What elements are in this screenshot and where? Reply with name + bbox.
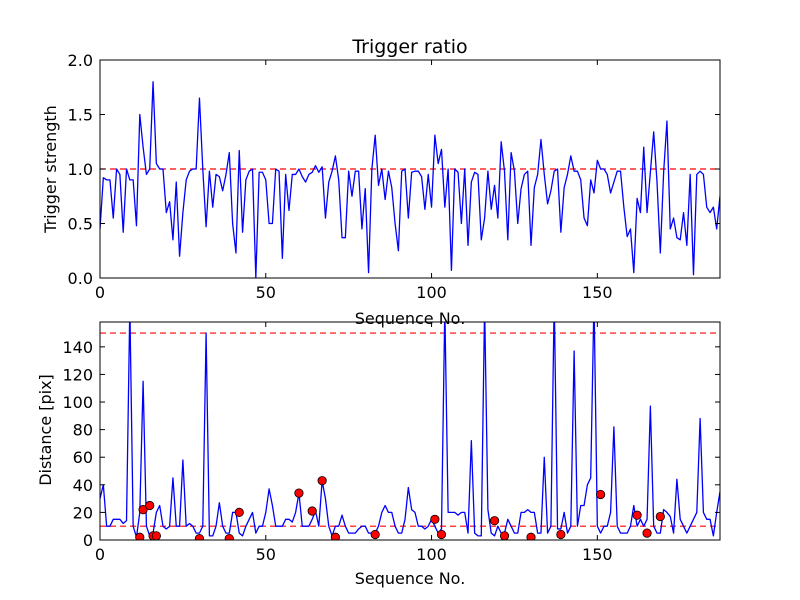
y-tick-label: 140 [62, 338, 93, 357]
scatter-point [632, 510, 642, 520]
x-tick-label: 100 [416, 545, 447, 564]
scatter-point [655, 511, 665, 522]
scatter-point [224, 534, 234, 540]
y-tick-label: 0 [83, 531, 93, 550]
y-tick-label: 120 [62, 365, 93, 384]
scatter-point [138, 505, 148, 515]
x-tick-label: 150 [582, 283, 613, 302]
scatter-point [596, 489, 606, 500]
x-tick-label: 100 [416, 283, 447, 302]
y-tick-label: 40 [73, 476, 93, 495]
x-tick-label: 50 [256, 545, 276, 564]
scatter-point [556, 529, 566, 540]
y-tick-label: 20 [73, 503, 93, 522]
scatter-point [489, 516, 500, 526]
y-tick-label: 2.0 [68, 51, 93, 70]
x-tick-label: 0 [95, 545, 105, 564]
scatter-point [294, 488, 304, 498]
y-tick-label: 1.0 [68, 160, 93, 179]
y-tick-label: 60 [73, 448, 93, 467]
x-tick-label: 50 [256, 283, 276, 302]
scatter-point [135, 532, 145, 540]
scatter-point [436, 529, 447, 540]
y-tick-label: 0.5 [68, 215, 93, 234]
scatter-point [370, 529, 380, 540]
top-x-axis-label: Sequence No. [355, 309, 466, 328]
x-tick-label: 150 [582, 545, 613, 564]
scatter-point [151, 531, 161, 540]
scatter-point [307, 506, 317, 516]
bottom-subplot: 0 50 100 150 0 20 40 60 80 100 120 140 Sequence No.… [36, 321, 721, 588]
top-chart-title: Trigger ratio [351, 36, 467, 58]
y-tick-label: 1.5 [68, 106, 93, 125]
bottom-y-axis-label: Distance [pix] [36, 374, 55, 486]
bottom-axis-ticks: 0 50 100 150 0 20 40 60 80 100 120 140 [62, 321, 721, 564]
scatter-point [234, 507, 244, 518]
scatter-point [194, 534, 205, 540]
x-tick-label: 0 [95, 283, 105, 302]
scatter-point [430, 514, 440, 524]
y-tick-label: 0.0 [68, 269, 93, 288]
top-axis-ticks: 0 50 100 150 0.0 0.5 1.0 1.5 2.0 [68, 51, 721, 302]
scatter-point [145, 500, 155, 511]
scatter-point [499, 531, 510, 540]
y-tick-label: 80 [73, 421, 93, 440]
series-line-0 [100, 81, 720, 278]
bottom-x-axis-label: Sequence No. [355, 569, 466, 588]
y-tick-label: 100 [62, 393, 93, 412]
axes-frame [99, 321, 721, 541]
scatter-point [526, 532, 536, 540]
scatter-point [317, 476, 327, 486]
scatter-point [330, 532, 340, 540]
top-subplot: Trigger ratio 0 50 100 150 0.0 0.5 1.0 1.5 2.0 S… [41, 36, 721, 328]
series-line-0 [100, 322, 720, 538]
scatter-point [642, 528, 652, 538]
top-y-axis-label: Trigger strength [41, 105, 60, 234]
